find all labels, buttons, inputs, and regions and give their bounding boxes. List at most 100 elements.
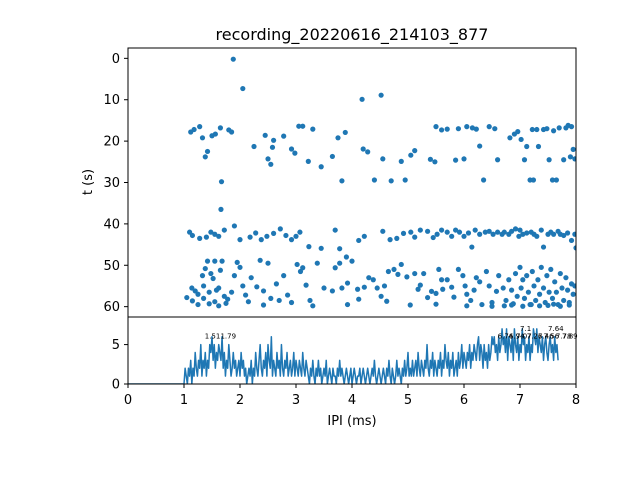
scatter-point-10 [212, 131, 218, 137]
scatter-point-77 [561, 157, 567, 163]
scatter-point-92 [221, 227, 227, 233]
top-scatter-plot: 0 10 20 30 40 50 60 [103, 47, 577, 318]
scatter-point-24 [292, 150, 298, 156]
scatter-point-44 [432, 159, 438, 165]
peak-label-8: 7.56 [544, 333, 560, 341]
top-y-tick-label-0: 0 [112, 52, 120, 67]
scatter-point-38 [388, 178, 394, 184]
scatter-point-186 [260, 288, 267, 294]
scatter-point-240 [477, 279, 483, 285]
scatter-point-247 [500, 285, 506, 291]
scatter-point-8 [204, 148, 211, 155]
scatter-point-199 [321, 285, 327, 291]
scatter-point-72 [546, 157, 552, 163]
scatter-point-246 [496, 273, 502, 279]
top-y-tick-label-6: 60 [103, 300, 120, 315]
scatter-point-238 [471, 287, 477, 293]
scatter-point-62 [518, 136, 524, 143]
scatter-point-205 [349, 258, 355, 264]
peak-label-3: 6.94 [509, 333, 525, 341]
peak-label-2: 6.74 [498, 333, 514, 341]
scatter-point-36 [371, 177, 377, 183]
scatter-point-39 [402, 177, 408, 183]
scatter-point-202 [337, 260, 343, 266]
scatter-point-231 [449, 284, 455, 290]
scatter-point-113 [387, 237, 393, 243]
scatter-point-107 [332, 227, 338, 233]
scatter-point-121 [434, 231, 440, 237]
scatter-point-236 [464, 291, 470, 297]
scatter-point-86 [189, 232, 195, 239]
bottom-x-tick-label-2: 2 [236, 393, 244, 408]
scatter-point-160 [189, 285, 195, 291]
scatter-point-21 [271, 137, 277, 143]
chart-title: recording_20220616_214103_877 [216, 25, 489, 45]
scatter-point-242 [483, 268, 489, 275]
scatter-point-297 [344, 301, 351, 308]
scatter-point-180 [237, 264, 243, 270]
scatter-point-112 [380, 228, 386, 234]
scatter-point-91 [216, 233, 222, 239]
scatter-point-303 [509, 302, 515, 308]
scatter-point-35 [365, 149, 371, 155]
scatter-point-178 [231, 273, 237, 279]
scatter-point-47 [444, 126, 450, 132]
bottom-x-tick-label-6: 6 [460, 393, 468, 408]
scatter-point-80 [568, 124, 575, 130]
scatter-point-116 [408, 229, 414, 235]
scatter-point-31 [335, 135, 341, 141]
scatter-point-210 [370, 277, 376, 283]
peak-label-7: 7.46 [538, 333, 554, 341]
scatter-point-307 [545, 302, 551, 309]
scatter-point-3 [378, 92, 384, 98]
scatter-point-22 [281, 133, 287, 139]
peak-label-4: 7.07 [516, 333, 532, 341]
scatter-point-182 [243, 292, 249, 298]
scatter-point-130 [472, 227, 478, 233]
scatter-point-263 [533, 297, 539, 304]
scatter-point-20 [269, 144, 276, 150]
top-y-tick-label-3: 30 [103, 176, 120, 191]
scatter-point-218 [404, 274, 410, 280]
scatter-point-66 [530, 177, 537, 183]
scatter-point-27 [305, 158, 311, 164]
scatter-point-172 [216, 285, 222, 291]
scatter-point-214 [385, 268, 391, 275]
top-y-tick-label-1: 10 [103, 93, 120, 108]
scatter-point-141 [516, 233, 522, 239]
scatter-point-95 [247, 234, 253, 240]
scatter-point-120 [430, 234, 436, 241]
scatter-point-69 [535, 143, 542, 150]
top-scatter-points [184, 56, 576, 309]
scatter-point-133 [486, 228, 492, 234]
bottom-y-tick-label-1: 5 [112, 338, 120, 353]
scatter-point-73 [549, 177, 556, 183]
scatter-point-200 [329, 288, 335, 294]
scatter-point-279 [563, 275, 569, 281]
peak-label-0: 1.51 [205, 333, 221, 341]
scatter-point-111 [361, 233, 367, 239]
scatter-point-212 [378, 293, 384, 299]
scatter-point-286 [189, 298, 195, 304]
scatter-point-28 [310, 126, 316, 132]
scatter-point-187 [265, 260, 271, 266]
scatter-point-135 [495, 229, 501, 235]
scatter-point-13 [229, 129, 235, 135]
scatter-point-119 [425, 228, 431, 234]
scatter-point-190 [281, 273, 287, 279]
scatter-point-54 [477, 143, 483, 149]
scatter-point-126 [456, 229, 463, 235]
scatter-point-300 [464, 303, 470, 309]
scatter-point-216 [395, 271, 401, 277]
scatter-point-97 [258, 237, 264, 243]
scatter-point-42 [412, 148, 418, 154]
scatter-point-224 [425, 294, 431, 301]
scatter-point-157 [568, 237, 575, 244]
scatter-point-94 [237, 237, 243, 243]
bottom-x-tick-label-5: 5 [404, 393, 412, 408]
scatter-point-274 [553, 289, 560, 295]
scatter-point-96 [253, 230, 259, 236]
scatter-point-104 [297, 229, 303, 235]
scatter-point-93 [231, 223, 237, 229]
